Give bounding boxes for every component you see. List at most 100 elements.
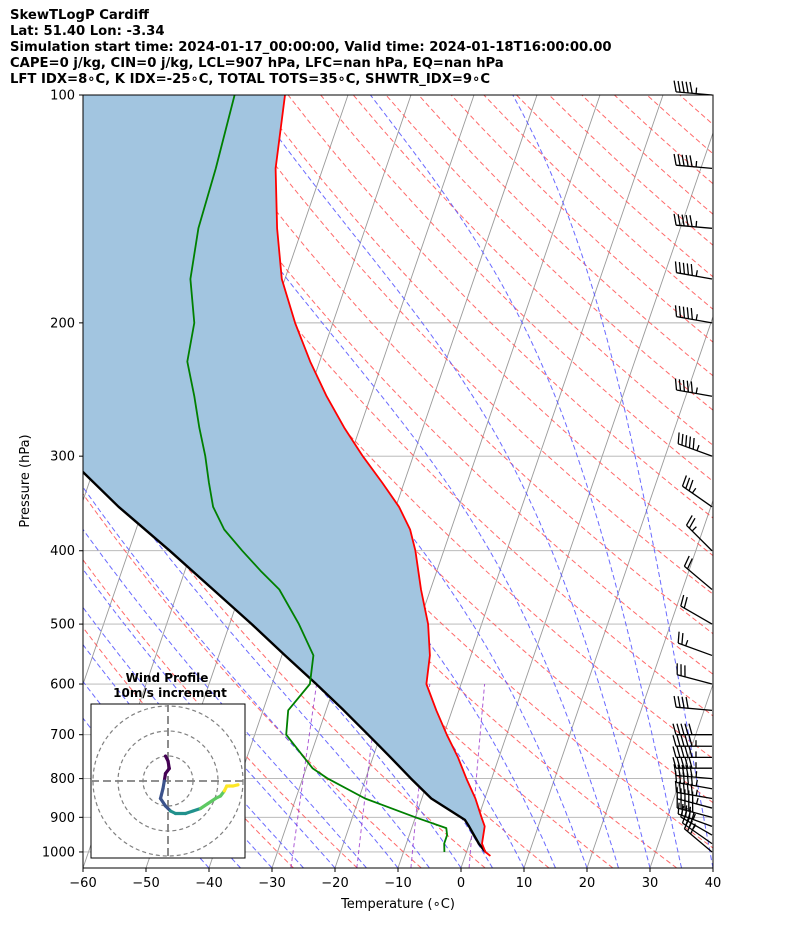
wind-barb-flag (673, 213, 677, 226)
x-tick-label: 40 (705, 876, 722, 891)
wind-barb-flag (677, 80, 681, 93)
wind-barb-flag (695, 160, 698, 168)
wind-barb (680, 594, 713, 625)
dry-adiabat-line (352, 95, 713, 446)
cape-line: CAPE=0 j/kg, CIN=0 j/kg, LCL=907 hPa, LF… (10, 56, 504, 71)
wind-barb-flag (684, 735, 689, 747)
wind-barb-flag (688, 757, 693, 769)
y-tick-label: 300 (50, 450, 75, 465)
dry-adiabat-line (189, 95, 713, 635)
dry-adiabat-line (418, 95, 713, 377)
wind-barb-flag (677, 214, 681, 226)
wind-barb-shaft (677, 813, 713, 827)
wind-barb-flag (684, 746, 689, 758)
wind-barb (673, 80, 713, 96)
wind-barb-flag (681, 475, 688, 487)
wind-barb-flag (690, 307, 693, 320)
wind-barb-flag (674, 305, 678, 317)
isotherm-line (271, 95, 538, 868)
wind-barb-shaft (677, 807, 713, 818)
wind-barb-shaft (680, 816, 713, 836)
wind-barb-shaft (682, 822, 713, 845)
x-axis-label: Temperature (∘C) (340, 897, 455, 912)
wind-barb (681, 475, 713, 508)
wind-barb-flag (677, 696, 681, 708)
y-tick-label: 900 (50, 811, 75, 826)
dry-adiabat-line (124, 95, 713, 717)
wind-barb-flag (672, 735, 677, 747)
y-tick-label: 600 (50, 678, 75, 693)
wind-barb-shaft (676, 315, 713, 324)
dry-adiabat-line (83, 429, 486, 868)
wind-barb-flag (672, 746, 677, 758)
inset-rings (91, 704, 245, 858)
wind-barb-flag (682, 379, 686, 392)
wind-barb-flag (686, 558, 693, 570)
isotherm-line (523, 315, 713, 868)
wind-barb-flag (681, 633, 684, 645)
y-axis-label: Pressure (hPa) (18, 434, 33, 527)
index-line: LFT IDX=8∘C, K IDX=-25∘C, TOTAL TOTS=35∘… (10, 72, 491, 87)
wind-barbs (672, 80, 713, 853)
wind-barb (683, 555, 713, 590)
chart-header: SkewTLogP Cardiff Lat: 51.40 Lon: -3.34 … (10, 8, 612, 88)
wind-barb-flag (690, 811, 695, 824)
wind-barb-flag (677, 631, 680, 644)
wind-barb-flag (680, 594, 685, 607)
wind-barb-flag (681, 154, 685, 167)
x-tick-label: −30 (258, 876, 285, 891)
wind-barb (672, 746, 713, 759)
wind-barb-flag (676, 735, 681, 747)
wind-barb-flag (696, 444, 700, 451)
wind-barb-shaft (677, 642, 713, 657)
moist-adiabat-line (154, 95, 619, 868)
wind-barb (673, 695, 713, 711)
wind-barb-flag (691, 487, 697, 494)
wind-barb-shaft (680, 605, 713, 625)
wind-barb-flag (690, 381, 693, 393)
wind-barb-flag (686, 380, 690, 393)
x-tick-label: −40 (195, 876, 222, 891)
wind-barb-flag (691, 526, 697, 532)
wind-barb-shaft (683, 565, 713, 590)
wind-barb-shaft (683, 828, 713, 853)
wind-barb-flag (683, 555, 690, 567)
wind-barb (685, 515, 713, 552)
wind-barb-flag (689, 81, 693, 94)
wind-barb-flag (678, 379, 682, 391)
x-tick-label: −20 (321, 876, 348, 891)
moist-adiabat-line (84, 95, 588, 868)
dewpoint-profile-line (186, 95, 448, 853)
wind-barb-flag (677, 764, 681, 776)
x-tick-label: 0 (457, 876, 465, 891)
wind-barb (673, 764, 713, 780)
x-tick-label: −50 (132, 876, 159, 891)
wind-barb-flag (673, 695, 677, 708)
wind-barb-shaft (677, 674, 713, 685)
wind-barb-shaft (676, 164, 713, 170)
wind-barb (676, 663, 713, 685)
wind-barb-flag (686, 263, 690, 275)
y-tick-label: 800 (50, 772, 75, 787)
wind-barb (673, 213, 713, 229)
inset-title: Wind Profile (126, 671, 209, 685)
dry-adiabat-line (646, 95, 713, 155)
wind-barb-shaft (677, 443, 713, 457)
dry-adiabat-line (745, 95, 794, 868)
mixing-ratio-line (468, 683, 486, 868)
wind-barb-shaft (676, 774, 713, 780)
dry-adiabat-line (157, 95, 713, 675)
wind-barb (674, 261, 713, 280)
wind-barb (672, 735, 713, 747)
wind-barb (672, 723, 713, 736)
hodograph-path (158, 754, 240, 816)
wind-barb-flag (681, 433, 684, 446)
dry-adiabat-line (548, 95, 713, 246)
dry-adiabat-line (679, 95, 713, 126)
wind-barb-shaft (676, 706, 713, 711)
wind-barb-flag (681, 214, 685, 227)
wind-barb-flag (685, 765, 689, 777)
wind-barb-flag (688, 735, 693, 747)
wind-barb-flag (676, 746, 681, 758)
wind-barb-flag (689, 215, 693, 227)
